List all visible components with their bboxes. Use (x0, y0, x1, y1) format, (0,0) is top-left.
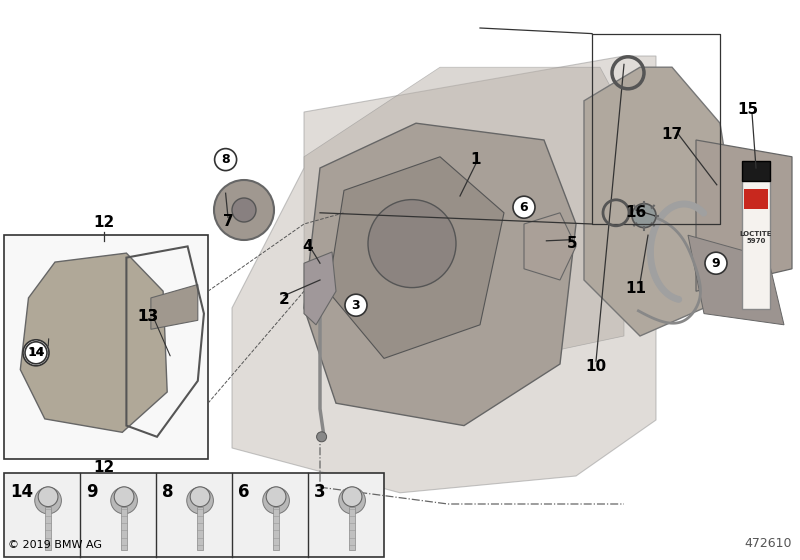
Text: 8: 8 (222, 153, 230, 166)
Text: 3: 3 (352, 298, 360, 312)
Circle shape (513, 196, 535, 218)
Circle shape (338, 487, 366, 514)
Text: 8: 8 (162, 483, 174, 501)
Polygon shape (524, 213, 576, 280)
Text: 1: 1 (470, 152, 482, 167)
Circle shape (23, 340, 49, 366)
Bar (4, 473, 384, 557)
Bar (4, 235, 208, 459)
Polygon shape (20, 253, 167, 432)
Bar (744, 189, 768, 209)
Polygon shape (304, 67, 624, 392)
Text: 9: 9 (712, 256, 720, 270)
Text: 2: 2 (278, 292, 290, 307)
Text: 6: 6 (238, 483, 250, 501)
Circle shape (266, 487, 286, 507)
Bar (273, 507, 279, 550)
Text: 15: 15 (738, 102, 758, 116)
Circle shape (317, 432, 326, 442)
Text: LOCTITE
5970: LOCTITE 5970 (740, 231, 772, 244)
Circle shape (25, 342, 47, 364)
Text: 7: 7 (222, 214, 234, 228)
Polygon shape (232, 56, 656, 493)
Circle shape (262, 487, 290, 514)
Polygon shape (584, 67, 736, 336)
Text: 5: 5 (566, 236, 578, 251)
Text: 14: 14 (28, 348, 44, 358)
Bar (742, 179, 770, 309)
Circle shape (114, 487, 134, 507)
Text: 17: 17 (662, 127, 682, 142)
Polygon shape (151, 284, 198, 329)
Circle shape (38, 487, 58, 507)
Bar (45, 507, 51, 550)
Circle shape (368, 199, 456, 288)
Text: 14: 14 (10, 483, 33, 501)
Text: 13: 13 (138, 309, 158, 324)
Circle shape (345, 294, 367, 316)
Text: 12: 12 (94, 460, 114, 475)
Text: 4: 4 (302, 239, 314, 254)
Text: 11: 11 (626, 281, 646, 296)
Circle shape (110, 487, 138, 514)
Circle shape (186, 487, 214, 514)
Polygon shape (304, 123, 576, 426)
Circle shape (705, 252, 727, 274)
Text: © 2019 BMW AG: © 2019 BMW AG (8, 540, 102, 550)
Circle shape (214, 180, 274, 240)
Text: 472610: 472610 (745, 537, 792, 550)
Bar (121, 507, 127, 550)
Bar (197, 507, 203, 550)
Circle shape (232, 198, 256, 222)
Bar (349, 507, 355, 550)
Text: 3: 3 (314, 483, 326, 501)
Text: 6: 6 (520, 200, 528, 214)
Circle shape (214, 148, 237, 171)
Circle shape (342, 487, 362, 507)
Polygon shape (688, 235, 784, 325)
Text: 13: 13 (138, 309, 158, 324)
Text: 12: 12 (94, 214, 114, 230)
Polygon shape (696, 140, 792, 291)
Bar (742, 161, 770, 181)
Text: 14: 14 (27, 346, 45, 360)
Circle shape (190, 487, 210, 507)
Polygon shape (304, 252, 336, 325)
Polygon shape (328, 157, 504, 358)
Text: 10: 10 (586, 360, 606, 374)
Circle shape (34, 487, 62, 514)
Text: 9: 9 (86, 483, 98, 501)
Text: 16: 16 (626, 206, 646, 220)
Circle shape (632, 204, 656, 227)
